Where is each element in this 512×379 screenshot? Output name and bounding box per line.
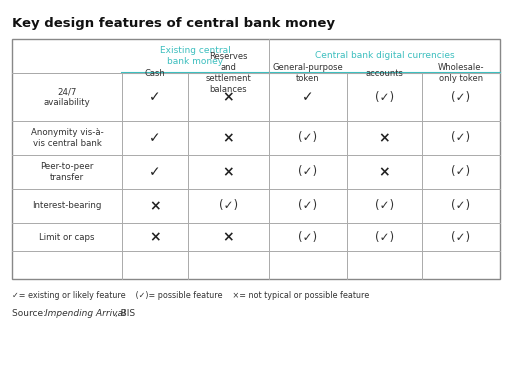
- Text: ×: ×: [378, 131, 390, 145]
- Text: (✓): (✓): [452, 91, 471, 103]
- Text: General-purpose
token: General-purpose token: [272, 63, 343, 83]
- Text: ✓: ✓: [149, 165, 161, 179]
- Text: (✓): (✓): [452, 166, 471, 179]
- Text: Central bank digital currencies: Central bank digital currencies: [314, 52, 454, 61]
- Text: (✓): (✓): [298, 199, 317, 213]
- Text: (✓): (✓): [298, 166, 317, 179]
- Text: Wholesale-
only token: Wholesale- only token: [438, 63, 484, 83]
- Text: ×: ×: [149, 230, 161, 244]
- Text: ×: ×: [222, 230, 234, 244]
- Text: 24/7
availability: 24/7 availability: [44, 87, 91, 107]
- Text: ×: ×: [149, 199, 161, 213]
- Text: Key design features of central bank money: Key design features of central bank mone…: [12, 17, 335, 30]
- Text: (✓): (✓): [298, 230, 317, 243]
- Text: (✓): (✓): [375, 230, 394, 243]
- Text: ✓: ✓: [302, 90, 314, 104]
- Text: Reserves
and
settlement
balances: Reserves and settlement balances: [205, 52, 251, 94]
- Text: ✓: ✓: [149, 90, 161, 104]
- Text: Interest-bearing: Interest-bearing: [32, 202, 102, 210]
- Bar: [12, 39, 500, 279]
- Text: , BIS: , BIS: [115, 309, 135, 318]
- Text: ×: ×: [222, 90, 234, 104]
- Text: (✓): (✓): [452, 230, 471, 243]
- Text: ×: ×: [378, 165, 390, 179]
- Text: Impending Arrival: Impending Arrival: [45, 309, 125, 318]
- Text: (✓): (✓): [452, 132, 471, 144]
- Text: ✓= existing or likely feature    (✓)= possible feature    ×= not typical or poss: ✓= existing or likely feature (✓)= possi…: [12, 291, 369, 300]
- Text: Existing central
bank money: Existing central bank money: [160, 46, 231, 66]
- Text: ×: ×: [222, 165, 234, 179]
- Text: accounts: accounts: [366, 69, 403, 77]
- Text: Anonymity vis-à-
vis central bank: Anonymity vis-à- vis central bank: [31, 128, 103, 148]
- Text: (✓): (✓): [375, 199, 394, 213]
- Text: Cash: Cash: [144, 69, 165, 77]
- Text: (✓): (✓): [452, 199, 471, 213]
- Text: Peer-to-peer
transfer: Peer-to-peer transfer: [40, 162, 94, 182]
- Text: Limit or caps: Limit or caps: [39, 232, 95, 241]
- Text: ×: ×: [222, 131, 234, 145]
- Text: (✓): (✓): [298, 132, 317, 144]
- Text: Source:: Source:: [12, 309, 49, 318]
- Text: ✓: ✓: [149, 131, 161, 145]
- Text: (✓): (✓): [219, 199, 238, 213]
- Text: (✓): (✓): [375, 91, 394, 103]
